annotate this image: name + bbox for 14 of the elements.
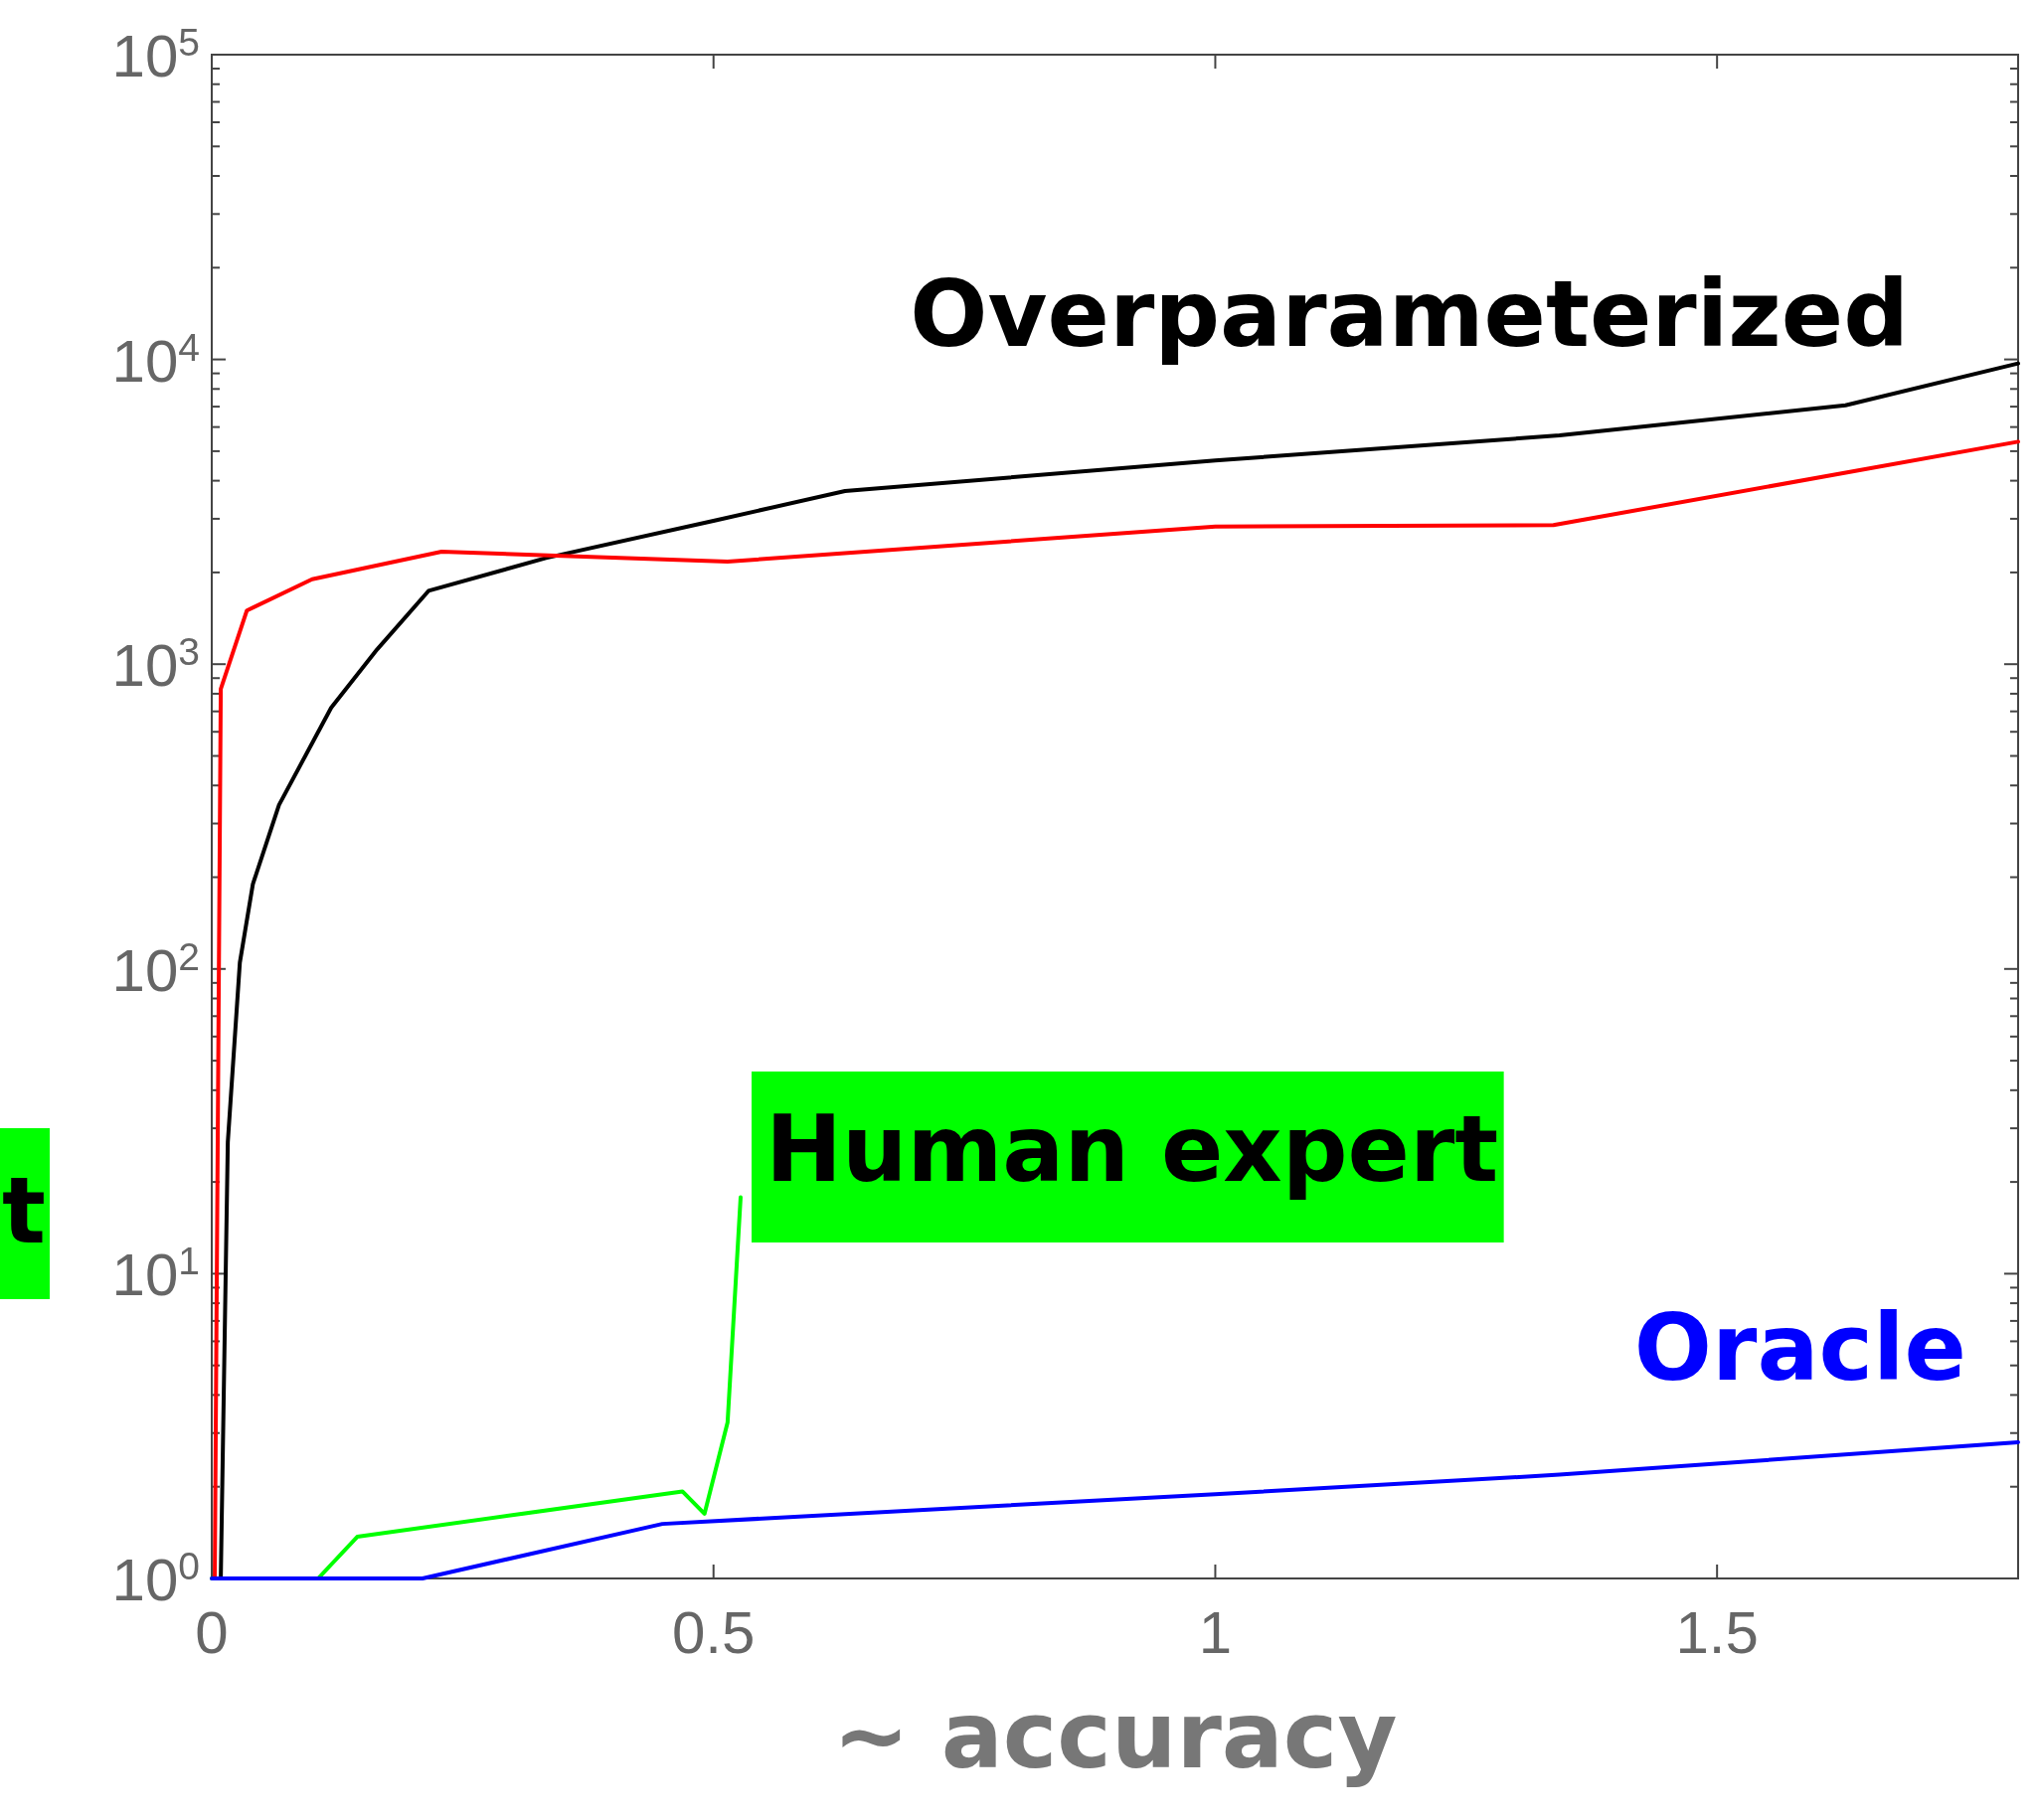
x-tick-label: 0.5 [672,1599,756,1666]
y-tick-label: 10$^{1}$ [111,1239,200,1309]
series-label: Human expert [765,1096,1499,1203]
series-label: Overparameterized [910,261,1909,368]
x-axis-title: ~ accuracy [832,1683,1398,1789]
y-tick-label: 10$^{3}$ [111,629,200,700]
x-tick-label: 1 [1198,1599,1233,1666]
text: t [2,1158,46,1264]
series-label: Oracle [1633,1295,1966,1402]
x-tick-label: 1.5 [1675,1599,1759,1666]
line-series [210,1439,2020,1580]
y-tick-label: 10$^{4}$ [111,325,200,395]
y-tick-label: 10$^{5}$ [111,20,200,89]
y-tick-label: 10$^{2}$ [111,934,200,1004]
